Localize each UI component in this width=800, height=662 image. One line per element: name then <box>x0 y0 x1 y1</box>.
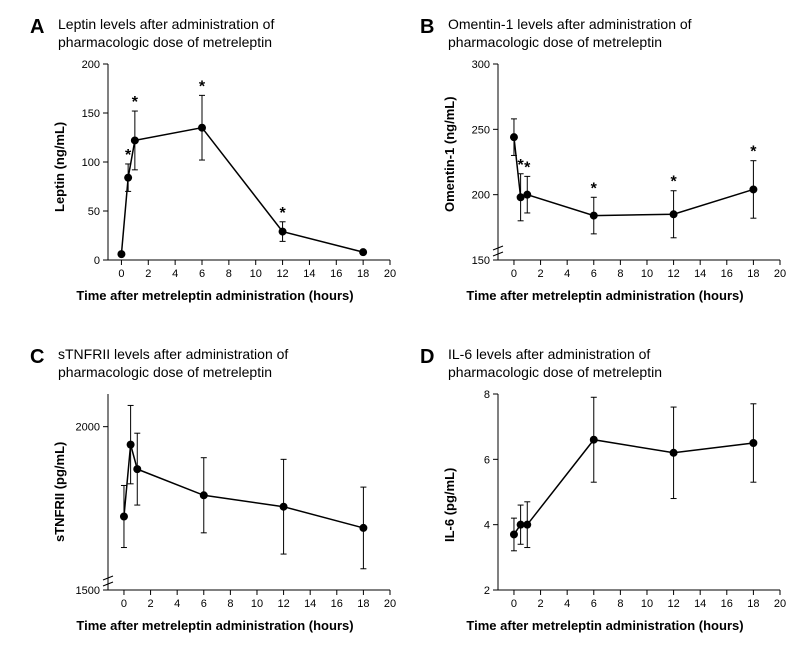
svg-text:6: 6 <box>199 268 205 280</box>
svg-text:10: 10 <box>641 268 653 280</box>
svg-text:0: 0 <box>94 255 100 267</box>
svg-text:8: 8 <box>227 598 233 610</box>
svg-text:18: 18 <box>747 598 759 610</box>
plot-A: 02468101214161820050100150200**** <box>30 10 400 310</box>
svg-text:14: 14 <box>694 268 706 280</box>
svg-text:8: 8 <box>617 268 623 280</box>
svg-text:12: 12 <box>277 598 289 610</box>
svg-text:100: 100 <box>82 157 100 169</box>
plot-D: 0 2 4 6 8 10 12 14 16 18 20 2 4 6 8 <box>420 340 790 640</box>
svg-text:2: 2 <box>484 585 490 597</box>
svg-text:300: 300 <box>472 59 490 71</box>
svg-text:2000: 2000 <box>76 422 100 434</box>
svg-text:18: 18 <box>357 268 369 280</box>
svg-text:16: 16 <box>331 598 343 610</box>
svg-text:0: 0 <box>511 268 517 280</box>
svg-text:16: 16 <box>330 268 342 280</box>
svg-text:10: 10 <box>251 598 263 610</box>
svg-text:18: 18 <box>357 598 369 610</box>
svg-text:12: 12 <box>667 268 679 280</box>
svg-text:6: 6 <box>591 598 597 610</box>
svg-text:2: 2 <box>145 268 151 280</box>
svg-text:20: 20 <box>384 598 396 610</box>
svg-text:2: 2 <box>538 268 544 280</box>
svg-text:8: 8 <box>484 389 490 401</box>
svg-text:10: 10 <box>250 268 262 280</box>
svg-text:16: 16 <box>721 598 733 610</box>
svg-text:2: 2 <box>148 598 154 610</box>
svg-text:20: 20 <box>774 598 786 610</box>
svg-text:0: 0 <box>118 268 124 280</box>
plot-B: 02468101214161820150200250300***** <box>420 10 790 310</box>
svg-text:150: 150 <box>472 255 490 267</box>
svg-text:16: 16 <box>721 268 733 280</box>
sig-star: * <box>591 180 598 197</box>
sig-star: * <box>750 144 757 161</box>
svg-text:14: 14 <box>694 598 706 610</box>
svg-text:4: 4 <box>172 268 178 280</box>
svg-text:8: 8 <box>617 598 623 610</box>
sig-star: * <box>199 78 206 95</box>
svg-text:6: 6 <box>591 268 597 280</box>
svg-text:10: 10 <box>641 598 653 610</box>
svg-text:0: 0 <box>511 598 517 610</box>
svg-text:18: 18 <box>747 268 759 280</box>
svg-text:20: 20 <box>384 268 396 280</box>
svg-text:4: 4 <box>564 268 570 280</box>
panel-C: CsTNFRII levels after administration ofp… <box>30 340 400 640</box>
svg-text:250: 250 <box>472 124 490 136</box>
svg-text:14: 14 <box>304 598 316 610</box>
svg-text:12: 12 <box>667 598 679 610</box>
svg-text:1500: 1500 <box>76 585 100 597</box>
sig-star: * <box>125 147 132 164</box>
svg-text:12: 12 <box>276 268 288 280</box>
svg-text:4: 4 <box>484 520 490 532</box>
svg-text:0: 0 <box>121 598 127 610</box>
panel-A: ALeptin levels after administration ofph… <box>30 10 400 310</box>
panel-B: BOmentin-1 levels after administration o… <box>420 10 790 310</box>
figure: ALeptin levels after administration ofph… <box>0 0 800 662</box>
svg-text:200: 200 <box>82 59 100 71</box>
svg-text:50: 50 <box>88 206 100 218</box>
svg-text:2: 2 <box>538 598 544 610</box>
panel-D: DIL-6 levels after administration ofphar… <box>420 340 790 640</box>
svg-text:14: 14 <box>303 268 315 280</box>
svg-text:20: 20 <box>774 268 786 280</box>
svg-text:6: 6 <box>201 598 207 610</box>
svg-text:4: 4 <box>174 598 180 610</box>
sig-star: * <box>524 159 531 176</box>
svg-text:8: 8 <box>226 268 232 280</box>
sig-star: * <box>132 94 139 111</box>
svg-text:6: 6 <box>484 454 490 466</box>
svg-text:200: 200 <box>472 190 490 202</box>
sig-star: * <box>279 205 286 222</box>
svg-text:150: 150 <box>82 108 100 120</box>
sig-star: * <box>670 174 677 191</box>
plot-C: 0 2 4 6 8 10 12 14 16 18 20 1500 2000 <box>30 340 400 640</box>
svg-text:4: 4 <box>564 598 570 610</box>
